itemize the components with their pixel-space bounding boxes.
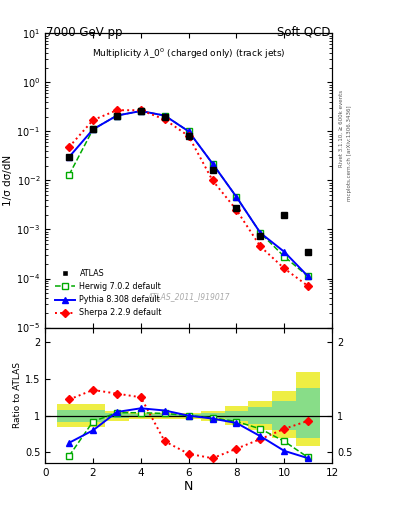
Text: 7000 GeV pp: 7000 GeV pp (46, 26, 123, 38)
Legend: ATLAS, Herwig 7.0.2 default, Pythia 8.308 default, Sherpa 2.2.9 default: ATLAS, Herwig 7.0.2 default, Pythia 8.30… (52, 266, 165, 321)
X-axis label: N: N (184, 480, 193, 493)
Text: mcplots.cern.ch [arXiv:1306.3436]: mcplots.cern.ch [arXiv:1306.3436] (347, 106, 352, 201)
Text: Rivet 3.1.10, ≥ 600k events: Rivet 3.1.10, ≥ 600k events (339, 90, 344, 166)
Y-axis label: 1/σ dσ/dN: 1/σ dσ/dN (4, 155, 13, 206)
Y-axis label: Ratio to ATLAS: Ratio to ATLAS (13, 362, 22, 429)
Text: ATLAS_2011_I919017: ATLAS_2011_I919017 (147, 292, 230, 301)
Text: Multiplicity $\lambda\_0^0$ (charged only) (track jets): Multiplicity $\lambda\_0^0$ (charged onl… (92, 47, 285, 61)
Text: Soft QCD: Soft QCD (277, 26, 331, 38)
